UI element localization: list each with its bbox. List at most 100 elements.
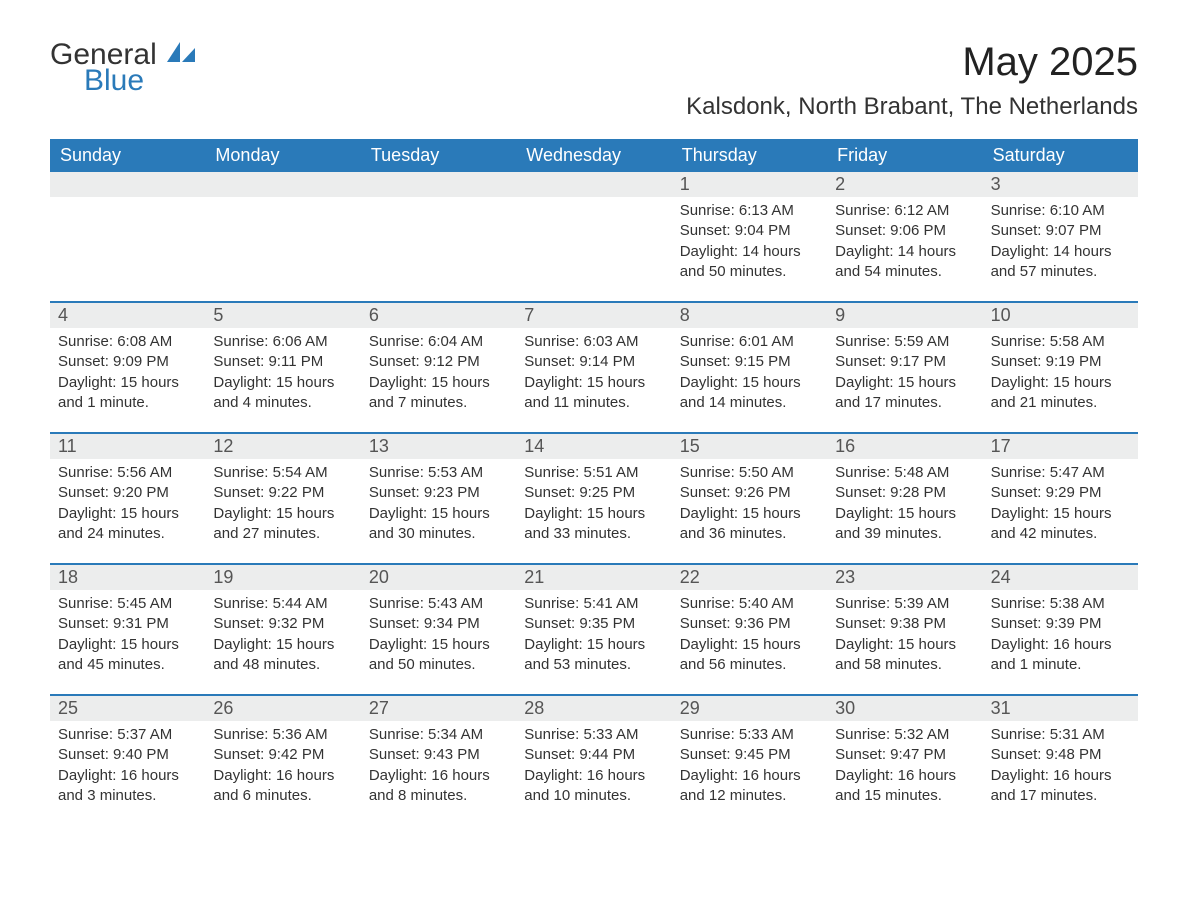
day-cell: Sunrise: 6:01 AMSunset: 9:15 PMDaylight:…: [672, 328, 827, 432]
daylight-text: Daylight: 16 hours and 3 minutes.: [58, 766, 197, 807]
daynum-strip: 25262728293031: [50, 696, 1138, 721]
day-number: 18: [50, 565, 205, 590]
day-number: 26: [205, 696, 360, 721]
day-number: [50, 172, 205, 197]
day-cell: Sunrise: 5:38 AMSunset: 9:39 PMDaylight:…: [983, 590, 1138, 694]
sunset-text: Sunset: 9:19 PM: [991, 352, 1130, 372]
sail-icon: [167, 40, 195, 70]
header: General Blue May 2025 Kalsdonk, North Br…: [50, 40, 1138, 121]
sunset-text: Sunset: 9:39 PM: [991, 614, 1130, 634]
sunset-text: Sunset: 9:31 PM: [58, 614, 197, 634]
sunset-text: Sunset: 9:26 PM: [680, 483, 819, 503]
day-cell: Sunrise: 5:44 AMSunset: 9:32 PMDaylight:…: [205, 590, 360, 694]
daylight-text: Daylight: 15 hours and 4 minutes.: [213, 373, 352, 414]
sunrise-text: Sunrise: 5:33 AM: [524, 725, 663, 745]
day-number: 7: [516, 303, 671, 328]
sunset-text: Sunset: 9:17 PM: [835, 352, 974, 372]
week-row: 11121314151617Sunrise: 5:56 AMSunset: 9:…: [50, 432, 1138, 563]
sunset-text: Sunset: 9:40 PM: [58, 745, 197, 765]
daynum-strip: 18192021222324: [50, 565, 1138, 590]
sunset-text: Sunset: 9:42 PM: [213, 745, 352, 765]
day-cell: [361, 197, 516, 301]
day-cell: Sunrise: 5:32 AMSunset: 9:47 PMDaylight:…: [827, 721, 982, 825]
sunrise-text: Sunrise: 5:54 AM: [213, 463, 352, 483]
week-row: 25262728293031Sunrise: 5:37 AMSunset: 9:…: [50, 694, 1138, 825]
daylight-text: Daylight: 16 hours and 10 minutes.: [524, 766, 663, 807]
daylight-text: Daylight: 15 hours and 17 minutes.: [835, 373, 974, 414]
daynum-strip: 11121314151617: [50, 434, 1138, 459]
title-block: May 2025 Kalsdonk, North Brabant, The Ne…: [686, 40, 1138, 121]
day-cell: Sunrise: 5:36 AMSunset: 9:42 PMDaylight:…: [205, 721, 360, 825]
sunset-text: Sunset: 9:48 PM: [991, 745, 1130, 765]
daylight-text: Daylight: 15 hours and 39 minutes.: [835, 504, 974, 545]
sunset-text: Sunset: 9:15 PM: [680, 352, 819, 372]
day-number: 31: [983, 696, 1138, 721]
day-cell: Sunrise: 5:33 AMSunset: 9:45 PMDaylight:…: [672, 721, 827, 825]
dow-friday: Friday: [827, 139, 982, 172]
day-number: 16: [827, 434, 982, 459]
day-number: 1: [672, 172, 827, 197]
sunset-text: Sunset: 9:14 PM: [524, 352, 663, 372]
daylight-text: Daylight: 15 hours and 11 minutes.: [524, 373, 663, 414]
day-cell: Sunrise: 6:10 AMSunset: 9:07 PMDaylight:…: [983, 197, 1138, 301]
sunrise-text: Sunrise: 5:39 AM: [835, 594, 974, 614]
weeks-container: 123Sunrise: 6:13 AMSunset: 9:04 PMDaylig…: [50, 172, 1138, 825]
sunset-text: Sunset: 9:12 PM: [369, 352, 508, 372]
day-cell: [205, 197, 360, 301]
sunrise-text: Sunrise: 6:13 AM: [680, 201, 819, 221]
day-cell: Sunrise: 5:48 AMSunset: 9:28 PMDaylight:…: [827, 459, 982, 563]
sunrise-text: Sunrise: 5:50 AM: [680, 463, 819, 483]
daylight-text: Daylight: 15 hours and 42 minutes.: [991, 504, 1130, 545]
sunset-text: Sunset: 9:22 PM: [213, 483, 352, 503]
day-cell: Sunrise: 5:31 AMSunset: 9:48 PMDaylight:…: [983, 721, 1138, 825]
sunset-text: Sunset: 9:07 PM: [991, 221, 1130, 241]
sunrise-text: Sunrise: 6:06 AM: [213, 332, 352, 352]
dow-wednesday: Wednesday: [516, 139, 671, 172]
daylight-text: Daylight: 16 hours and 6 minutes.: [213, 766, 352, 807]
day-cell: [516, 197, 671, 301]
day-number: 27: [361, 696, 516, 721]
day-number: [361, 172, 516, 197]
sunrise-text: Sunrise: 6:08 AM: [58, 332, 197, 352]
sunrise-text: Sunrise: 5:41 AM: [524, 594, 663, 614]
daylight-text: Daylight: 16 hours and 17 minutes.: [991, 766, 1130, 807]
day-cell: Sunrise: 5:53 AMSunset: 9:23 PMDaylight:…: [361, 459, 516, 563]
daylight-text: Daylight: 15 hours and 33 minutes.: [524, 504, 663, 545]
day-cell: Sunrise: 5:54 AMSunset: 9:22 PMDaylight:…: [205, 459, 360, 563]
sunset-text: Sunset: 9:23 PM: [369, 483, 508, 503]
sunset-text: Sunset: 9:20 PM: [58, 483, 197, 503]
sunset-text: Sunset: 9:09 PM: [58, 352, 197, 372]
day-number: 6: [361, 303, 516, 328]
daylight-text: Daylight: 15 hours and 56 minutes.: [680, 635, 819, 676]
day-cell: Sunrise: 5:43 AMSunset: 9:34 PMDaylight:…: [361, 590, 516, 694]
day-number: 25: [50, 696, 205, 721]
day-number: 28: [516, 696, 671, 721]
day-cell: Sunrise: 6:03 AMSunset: 9:14 PMDaylight:…: [516, 328, 671, 432]
day-cell: Sunrise: 5:41 AMSunset: 9:35 PMDaylight:…: [516, 590, 671, 694]
daylight-text: Daylight: 15 hours and 36 minutes.: [680, 504, 819, 545]
sunrise-text: Sunrise: 5:37 AM: [58, 725, 197, 745]
day-number: 9: [827, 303, 982, 328]
day-number: 11: [50, 434, 205, 459]
daylight-text: Daylight: 14 hours and 50 minutes.: [680, 242, 819, 283]
daylight-text: Daylight: 15 hours and 50 minutes.: [369, 635, 508, 676]
day-cell: Sunrise: 6:08 AMSunset: 9:09 PMDaylight:…: [50, 328, 205, 432]
day-number: 23: [827, 565, 982, 590]
day-number: 13: [361, 434, 516, 459]
month-title: May 2025: [686, 40, 1138, 85]
day-cell: Sunrise: 5:59 AMSunset: 9:17 PMDaylight:…: [827, 328, 982, 432]
sunset-text: Sunset: 9:28 PM: [835, 483, 974, 503]
day-cell: Sunrise: 5:50 AMSunset: 9:26 PMDaylight:…: [672, 459, 827, 563]
dow-thursday: Thursday: [672, 139, 827, 172]
daylight-text: Daylight: 16 hours and 15 minutes.: [835, 766, 974, 807]
sunrise-text: Sunrise: 5:53 AM: [369, 463, 508, 483]
daylight-text: Daylight: 15 hours and 14 minutes.: [680, 373, 819, 414]
day-number: 21: [516, 565, 671, 590]
sunrise-text: Sunrise: 6:03 AM: [524, 332, 663, 352]
day-number: 2: [827, 172, 982, 197]
day-cell: Sunrise: 5:40 AMSunset: 9:36 PMDaylight:…: [672, 590, 827, 694]
day-cell: Sunrise: 5:39 AMSunset: 9:38 PMDaylight:…: [827, 590, 982, 694]
sunset-text: Sunset: 9:25 PM: [524, 483, 663, 503]
daylight-text: Daylight: 15 hours and 53 minutes.: [524, 635, 663, 676]
brand-name-b: Blue: [84, 66, 195, 96]
